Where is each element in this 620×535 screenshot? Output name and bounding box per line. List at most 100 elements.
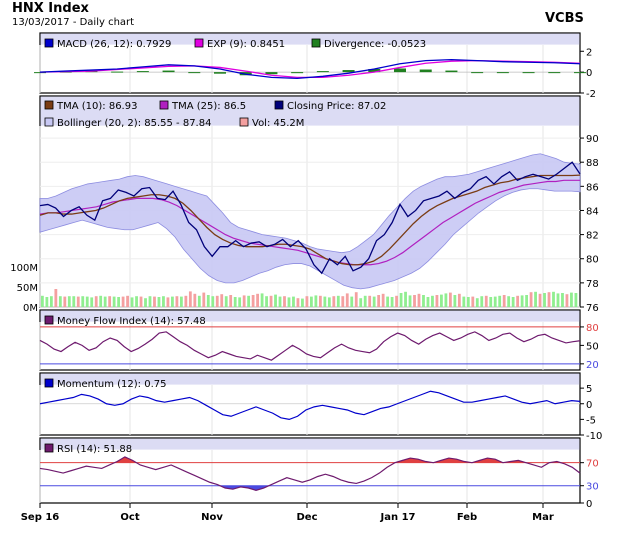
divergence-bar [111,71,124,73]
volume-bar [525,295,528,307]
volume-bar [386,296,390,307]
divergence-bar [419,69,432,73]
y-tick-label: 76 [586,303,599,314]
panel-legend-strip [40,33,580,45]
volume-bar [157,297,161,307]
volume-bar [336,295,340,307]
volume-bar [354,292,358,307]
legend-swatch [44,443,54,453]
volume-bar [121,296,125,307]
volume-bar [475,298,479,307]
volume-bar [498,295,502,307]
y-tick-label: 30 [586,482,599,493]
divergence-bar [162,70,175,73]
volume-bar [287,297,291,307]
legend-swatch [44,315,54,325]
volume-bar [269,295,273,307]
legend-entry-label: Momentum (12): 0.75 [57,379,167,390]
volume-bar [390,297,394,307]
legend-entry-label: Vol: 45.2M [252,118,304,129]
volume-bar [314,295,318,307]
legend-swatch [159,100,169,110]
price-series-line [39,174,581,266]
volume-bar [570,292,573,307]
volume-bar [175,296,179,307]
momentum-series-line [39,390,581,420]
legend-swatch [274,100,284,110]
volume-bar [426,297,430,307]
volume-bar [552,291,555,307]
volume-bar [242,295,246,307]
volume-bar [516,295,520,307]
rsi-series-line [39,456,581,491]
volume-bar [435,295,439,307]
divergence-bar [291,72,304,74]
volume-bar [274,294,277,307]
divergence-bar [394,68,406,73]
legend-swatch [194,38,204,48]
panel-legend-strip [40,96,580,126]
volume-bar [63,296,67,307]
x-tick-label: Mar [532,512,554,523]
volume-bar [144,298,147,307]
volume-bar [431,295,434,307]
chart-subtitle: 13/03/2017 - Daily chart [12,17,135,28]
divergence-bar [471,72,484,74]
divergence-bar [316,71,329,73]
divergence-bar [574,72,586,74]
volume-bar [256,293,259,307]
y-tick-label: -5 [586,415,596,426]
bollinger-band [39,153,581,290]
volume-bar [184,295,188,307]
volume-bar [574,293,578,307]
volume-bar [193,293,197,307]
y-tick-label: -2 [586,89,596,100]
volume-bar [471,296,475,307]
divergence-bar [265,72,278,75]
divergence-bar [188,72,201,74]
volume-bar [323,296,327,307]
x-tick-label: Sep 16 [21,512,60,523]
volume-bar [301,298,304,307]
y-tick-label: 88 [586,158,599,169]
volume-bar [556,293,560,307]
volume-bar [511,297,515,307]
legend-swatch [44,117,54,127]
volume-bar [72,296,76,307]
divergence-bar [496,72,509,74]
volume-bar [197,295,201,307]
legend-entry-label: Divergence: -0.0523 [324,39,426,50]
volume-bar [54,289,58,307]
volume-bar [296,298,300,307]
volume-bar [202,292,206,307]
macd-series-line [39,58,581,80]
legend-entry-label: EXP (9): 0.8451 [207,39,285,50]
volume-bar [45,297,49,307]
legend-swatch [239,117,249,127]
volume-bar [85,296,89,307]
volume-bar [41,295,44,307]
y-tick-label: 84 [586,206,599,217]
volume-bar [341,296,345,307]
volume-bar [251,295,255,307]
volume-bar [283,296,286,307]
volume-bar [377,295,381,307]
volume-bar [372,296,376,307]
volume-bar [67,296,71,307]
volume-bar [58,296,62,307]
volume-bar [345,293,349,307]
volume-bar [413,295,416,307]
volume-bar [534,291,537,307]
volume-bar [220,294,224,307]
volume-bar [148,296,152,307]
volume-bar [507,296,511,307]
y-tick-label: 50 [586,341,599,352]
volume-bar [292,296,295,307]
volume-bar [543,293,546,307]
volume-bar [179,296,183,307]
volume-bar [480,296,484,307]
volume-bar [76,296,80,307]
volume-bar [561,293,564,307]
volume-bar [103,296,107,307]
